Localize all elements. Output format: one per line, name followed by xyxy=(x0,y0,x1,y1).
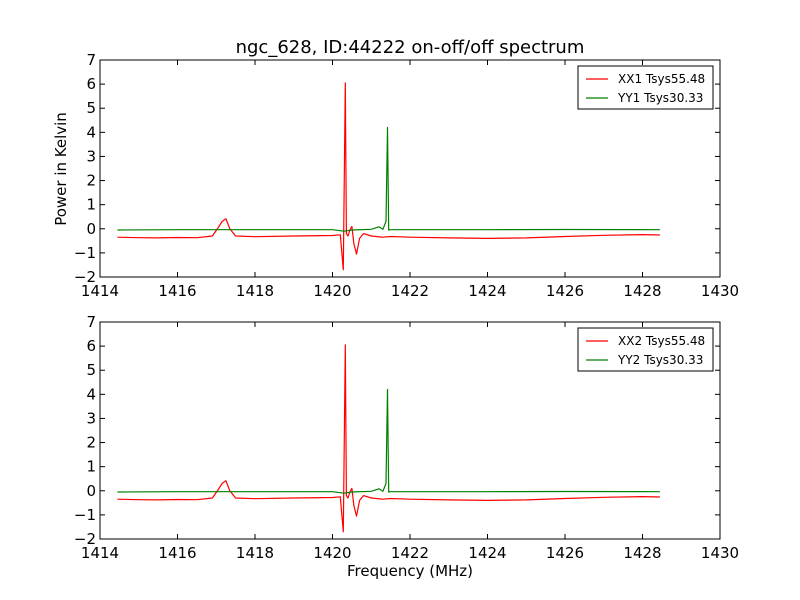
legend: XX1 Tsys55.48 YY1 Tsys30.33 xyxy=(577,65,714,110)
x-tick-label: 1422 xyxy=(391,282,429,300)
legend-label-1: XX2 Tsys55.48 xyxy=(618,334,705,348)
y-tick-label: 6 xyxy=(86,337,96,355)
series-line-1 xyxy=(117,344,660,533)
y-axis-label: Power in Kelvin xyxy=(52,112,70,226)
y-tick-label: 3 xyxy=(86,409,96,427)
legend-label-2: YY1 Tsys30.33 xyxy=(617,91,703,105)
x-axis-label: Frequency (MHz) xyxy=(347,562,473,580)
x-tick-label: 1414 xyxy=(81,282,119,300)
y-tick-label: 2 xyxy=(86,434,96,452)
y-tick-label: 5 xyxy=(86,361,96,379)
x-tick-label: 1416 xyxy=(158,544,196,562)
legend-label-1: XX1 Tsys55.48 xyxy=(618,72,705,86)
y-tick-label: 7 xyxy=(86,51,96,69)
x-tick-label: 1426 xyxy=(546,544,584,562)
y-tick-label: 4 xyxy=(86,123,96,141)
legend-label-2: YY2 Tsys30.33 xyxy=(617,353,703,367)
chart-title: ngc_628, ID:44222 on-off/off spectrum xyxy=(236,37,585,58)
series-line-1 xyxy=(117,82,660,271)
y-tick-label: −2 xyxy=(74,268,96,286)
y-tick-label: 0 xyxy=(86,482,96,500)
y-tick-label: 7 xyxy=(86,313,96,331)
x-tick-label: 1420 xyxy=(313,282,351,300)
y-tick-label: −1 xyxy=(74,244,96,262)
x-tick-label: 1424 xyxy=(468,544,506,562)
y-tick-label: 1 xyxy=(86,458,96,476)
y-tick-label: 5 xyxy=(86,99,96,117)
x-tick-label: 1418 xyxy=(236,544,274,562)
x-tick-label: 1418 xyxy=(236,282,274,300)
series-line-2 xyxy=(117,388,660,494)
x-tick-label: 1430 xyxy=(701,544,739,562)
x-tick-label: 1426 xyxy=(546,282,584,300)
y-tick-label: 4 xyxy=(86,385,96,403)
x-tick-label: 1414 xyxy=(81,544,119,562)
x-tick-label: 1430 xyxy=(701,282,739,300)
x-tick-label: 1416 xyxy=(158,282,196,300)
x-tick-label: 1422 xyxy=(391,544,429,562)
x-tick-label: 1424 xyxy=(468,282,506,300)
legend-box xyxy=(577,327,714,372)
y-tick-label: 0 xyxy=(86,220,96,238)
chart-panel-1: 1414 1416 1418 1420 1422 1424 1426 1428 1430−2−1… xyxy=(74,51,739,300)
y-tick-label: 1 xyxy=(86,196,96,214)
y-tick-label: 6 xyxy=(86,75,96,93)
y-tick-label: −1 xyxy=(74,506,96,524)
y-tick-label: 3 xyxy=(86,147,96,165)
x-tick-label: 1428 xyxy=(623,544,661,562)
y-tick-label: −2 xyxy=(74,530,96,548)
chart-panel-2: 1414 1416 1418 1420 1422 1424 1426 1428 1430−2−1… xyxy=(74,313,739,562)
y-tick-label: 2 xyxy=(86,172,96,190)
panels: 1414 1416 1418 1420 1422 1424 1426 1428 1430−2−1… xyxy=(74,51,739,562)
x-tick-label: 1420 xyxy=(313,544,351,562)
legend-box xyxy=(577,65,714,110)
x-tick-label: 1428 xyxy=(623,282,661,300)
legend: XX2 Tsys55.48 YY2 Tsys30.33 xyxy=(577,327,714,372)
series-line-2 xyxy=(117,126,660,232)
